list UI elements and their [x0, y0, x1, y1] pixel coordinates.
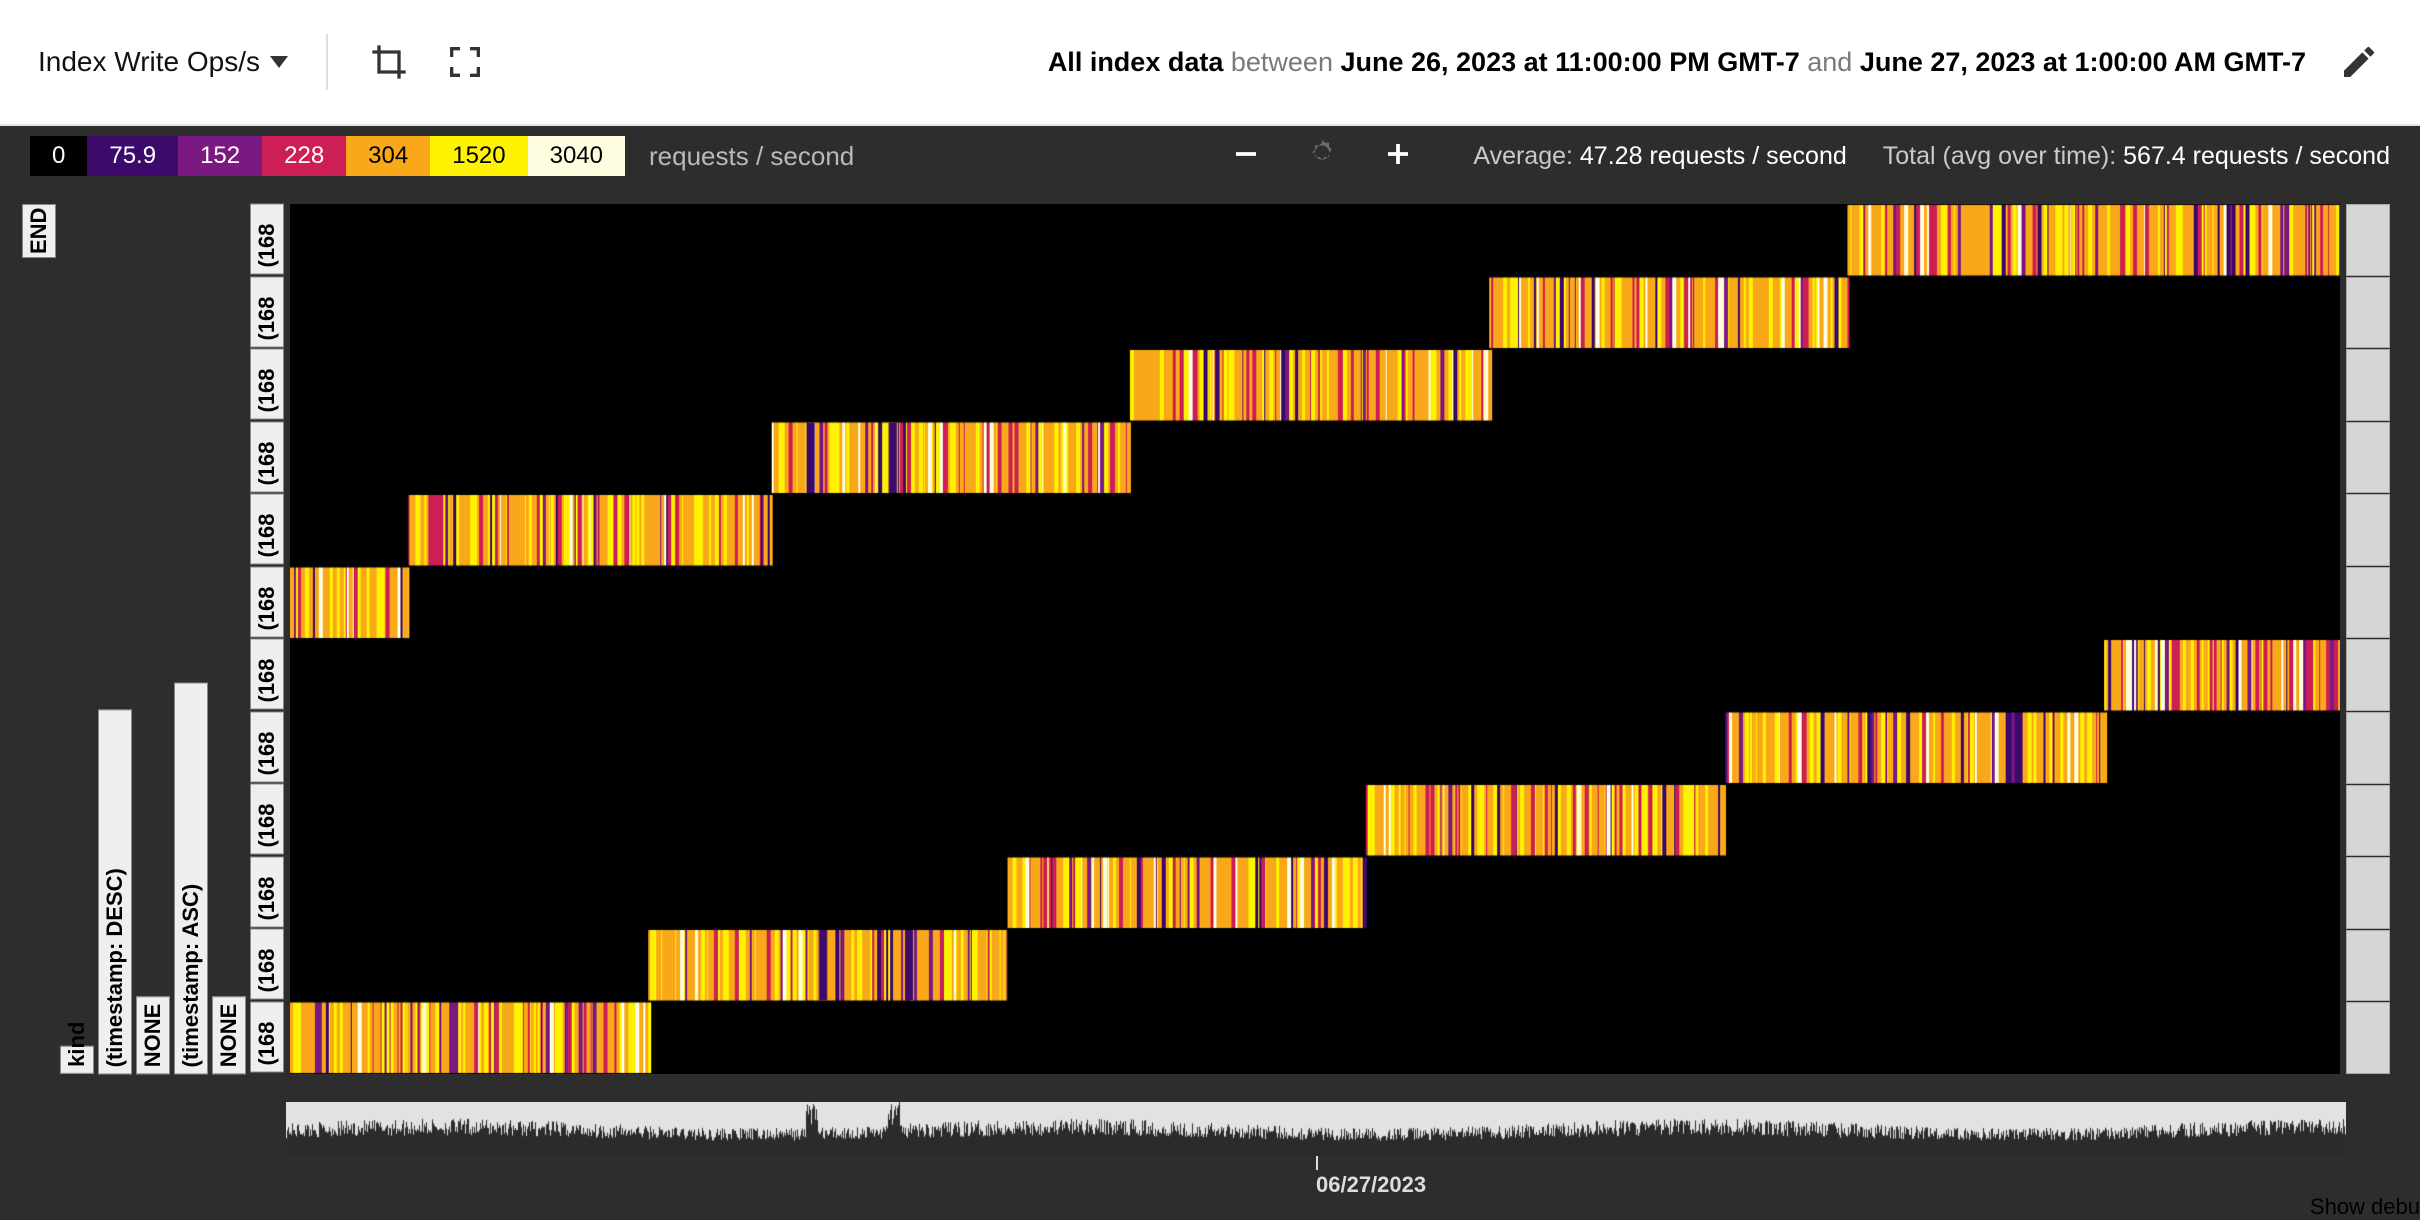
yaxis-columns: END kind(timestamp: DESC)NONE(timestamp:… — [22, 204, 284, 1074]
right-cell — [2346, 712, 2390, 784]
color-legend: 075.915222830415203040 — [30, 136, 625, 176]
timeline-tick: 06/27/2023 — [1316, 1156, 1426, 1198]
right-cell — [2346, 349, 2390, 421]
chevron-down-icon — [270, 56, 288, 68]
yaxis-row-label: (168 — [250, 784, 284, 855]
legend-chip: 1520 — [430, 136, 527, 176]
right-cell — [2346, 204, 2390, 276]
legend-chip: 0 — [30, 136, 87, 176]
right-cell — [2346, 639, 2390, 711]
yaxis-row-label: (168 — [250, 494, 284, 565]
yaxis-row-label: (168 — [250, 277, 284, 348]
right-cell — [2346, 930, 2390, 1002]
fullscreen-icon[interactable] — [442, 39, 488, 85]
yaxis-row-label: (168 — [250, 857, 284, 928]
mini-timeline[interactable]: 06/27/2023 — [286, 1102, 2346, 1192]
debug-link[interactable]: Show debu — [2310, 1194, 2420, 1220]
metric-title: Index Write Ops/s — [38, 46, 260, 78]
brightness-icon[interactable] — [1305, 137, 1339, 176]
yaxis-row-label: (168 — [250, 929, 284, 1000]
zoom-out-icon[interactable] — [1231, 139, 1261, 174]
yaxis-col: (timestamp: DESC) — [98, 709, 132, 1074]
legend-unit: requests / second — [649, 141, 854, 172]
stat-average: Average: 47.28 requests / second — [1473, 142, 1846, 171]
legend-chip: 304 — [346, 136, 430, 176]
yaxis-row-label: (168 — [250, 204, 284, 275]
yaxis-row-label: (168 — [250, 422, 284, 493]
yaxis-col: kind — [60, 1046, 94, 1074]
header-bar: Index Write Ops/s All index data between… — [0, 0, 2420, 126]
legend-chip: 3040 — [528, 136, 625, 176]
right-cell — [2346, 494, 2390, 566]
legend-chip: 228 — [262, 136, 346, 176]
legend-bar: 075.915222830415203040 requests / second… — [0, 126, 2420, 186]
yaxis-end-label: END — [22, 204, 56, 258]
right-cell — [2346, 785, 2390, 857]
crop-icon[interactable] — [366, 39, 412, 85]
yaxis-row-label: (168 — [250, 567, 284, 638]
yaxis-row-label: (168 — [250, 639, 284, 710]
legend-chip: 75.9 — [87, 136, 178, 176]
yaxis-row-label: (168 — [250, 349, 284, 420]
right-cell — [2346, 422, 2390, 494]
right-cell — [2346, 1002, 2390, 1074]
right-cell — [2346, 857, 2390, 929]
legend-chip: 152 — [178, 136, 262, 176]
chart-area: END kind(timestamp: DESC)NONE(timestamp:… — [0, 186, 2420, 1220]
yaxis-col: NONE — [212, 996, 246, 1074]
stat-total: Total (avg over time): 567.4 requests / … — [1883, 142, 2390, 171]
yaxis-col: NONE — [136, 996, 170, 1074]
yaxis-col: (timestamp: ASC) — [174, 683, 208, 1075]
right-cell — [2346, 567, 2390, 639]
divider — [326, 34, 328, 90]
zoom-controls — [1231, 137, 1413, 176]
zoom-in-icon[interactable] — [1383, 139, 1413, 174]
heatmap[interactable] — [290, 204, 2340, 1074]
time-range-text: All index data between June 26, 2023 at … — [1048, 47, 2306, 78]
right-cell — [2346, 277, 2390, 349]
metric-title-dropdown[interactable]: Index Write Ops/s — [38, 46, 288, 78]
yaxis-row-label: (168 — [250, 1002, 284, 1073]
edit-icon[interactable] — [2336, 39, 2382, 85]
yaxis-row-label: (168 — [250, 712, 284, 783]
stats: Average: 47.28 requests / second Total (… — [1473, 142, 2390, 171]
right-cells — [2346, 204, 2390, 1074]
